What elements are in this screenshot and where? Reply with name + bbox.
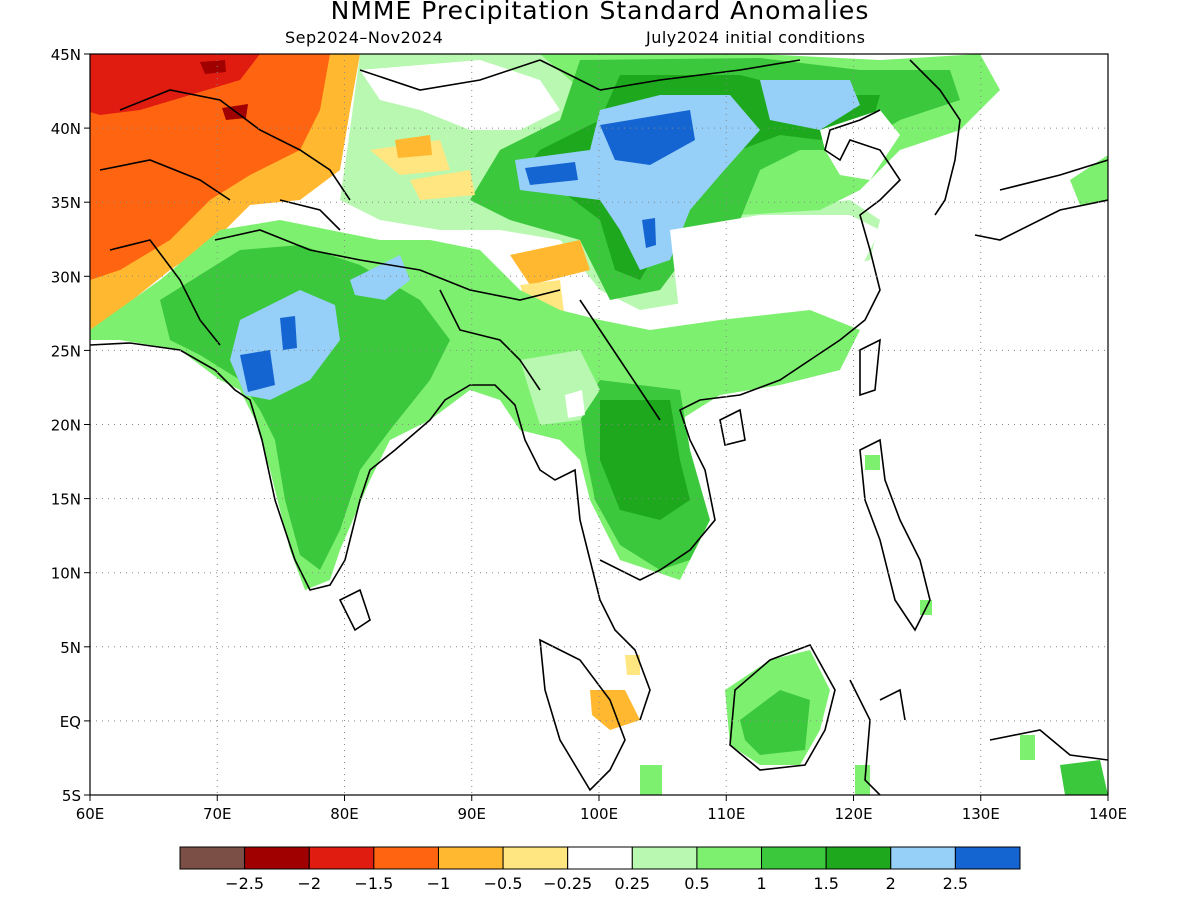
lat-tick-label: 30N (51, 268, 81, 286)
colorbar-label: 1.5 (813, 874, 838, 893)
colorbar-swatch (567, 846, 633, 870)
colorbar-label: −2 (297, 874, 321, 893)
colorbar-label: −1.5 (354, 874, 393, 893)
latitude-axis: 5S EQ 5N 10N 15N 20N 25N 30N 35N 40N 45N (51, 46, 90, 805)
lon-tick-label: 100E (580, 805, 618, 823)
colorbar-swatch (761, 846, 827, 870)
initial-conditions: July2024 initial conditions (646, 28, 866, 47)
anomaly-shading (90, 54, 1108, 795)
lon-tick-label: 80E (330, 805, 359, 823)
lon-tick-label: 140E (1089, 805, 1127, 823)
lon-tick-label: 70E (203, 805, 232, 823)
colorbar-label: 1 (756, 874, 766, 893)
lon-tick-label: 130E (962, 805, 1000, 823)
colorbar-label: −1 (427, 874, 451, 893)
colorbar: −2.5 −2 −1.5 −1 −0.5 −0.25 0.25 0.5 1 1.5 2 2.5 (179, 846, 1021, 893)
forecast-period: Sep2024–Nov2024 (285, 28, 444, 47)
colorbar-swatch (825, 846, 892, 870)
lon-tick-label: 110E (707, 805, 745, 823)
lat-tick-label: 5S (62, 787, 81, 805)
lat-tick-label: 25N (51, 342, 81, 360)
colorbar-swatch (890, 846, 956, 870)
colorbar-label: 2 (886, 874, 896, 893)
coastlines (90, 59, 1108, 795)
map-title: NMME Precipitation Standard Anomalies (330, 0, 870, 25)
colorbar-swatch (696, 846, 763, 870)
colorbar-label: 2.5 (943, 874, 968, 893)
longitude-axis: 60E 70E 80E 90E 100E 110E 120E 130E 140E (76, 795, 1127, 823)
lon-tick-label: 60E (76, 805, 105, 823)
lon-tick-label: 120E (834, 805, 872, 823)
lat-tick-label: EQ (60, 713, 81, 731)
colorbar-label: 0.5 (684, 874, 709, 893)
colorbar-label: −2.5 (225, 874, 264, 893)
colorbar-swatch (631, 846, 698, 870)
lon-tick-label: 90E (457, 805, 486, 823)
lat-tick-label: 45N (51, 46, 81, 64)
colorbar-swatch (308, 846, 375, 870)
colorbar-label: −0.25 (543, 874, 592, 893)
colorbar-swatch (373, 846, 439, 870)
lat-tick-label: 15N (51, 491, 81, 509)
colorbar-swatch (244, 846, 310, 870)
lat-tick-label: 20N (51, 417, 81, 435)
colorbar-label: 0.25 (614, 874, 650, 893)
lat-tick-label: 5N (60, 639, 81, 657)
colorbar-label: −0.5 (484, 874, 523, 893)
colorbar-swatch (437, 846, 504, 870)
lat-tick-label: 10N (51, 565, 81, 583)
lat-tick-label: 35N (51, 194, 81, 212)
colorbar-swatch (954, 846, 1021, 870)
lat-tick-label: 40N (51, 120, 81, 138)
colorbar-swatch (179, 846, 246, 870)
colorbar-swatch (502, 846, 569, 870)
